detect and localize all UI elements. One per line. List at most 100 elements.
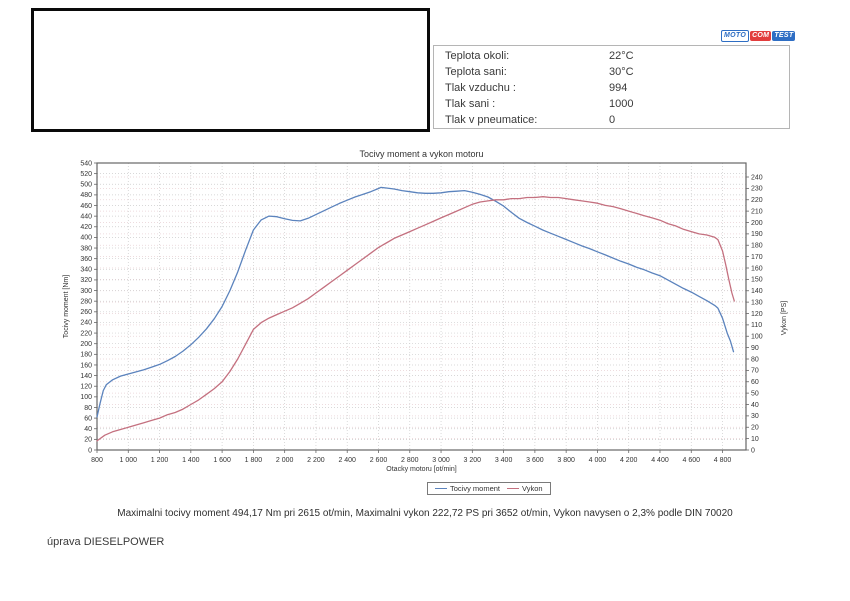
svg-text:90: 90 xyxy=(751,345,759,352)
svg-text:230: 230 xyxy=(751,186,763,193)
svg-text:320: 320 xyxy=(80,277,92,284)
svg-text:2 600: 2 600 xyxy=(370,457,388,464)
torque-line-swatch xyxy=(435,488,447,489)
svg-text:0: 0 xyxy=(88,447,92,454)
svg-text:1 000: 1 000 xyxy=(120,457,138,464)
power-line-swatch xyxy=(507,488,520,489)
svg-text:20: 20 xyxy=(751,425,759,432)
svg-text:3 200: 3 200 xyxy=(464,457,482,464)
curves xyxy=(96,186,735,442)
svg-text:520: 520 xyxy=(80,171,92,178)
svg-text:130: 130 xyxy=(751,299,763,306)
logo-moto-segment: MOTO xyxy=(721,30,750,42)
svg-text:4 600: 4 600 xyxy=(682,457,700,464)
svg-text:2 000: 2 000 xyxy=(276,457,294,464)
svg-text:540: 540 xyxy=(80,160,92,167)
svg-text:220: 220 xyxy=(80,330,92,337)
svg-text:800: 800 xyxy=(91,457,103,464)
svg-text:280: 280 xyxy=(80,298,92,305)
svg-text:150: 150 xyxy=(751,277,763,284)
svg-text:110: 110 xyxy=(751,322,762,329)
svg-text:4 400: 4 400 xyxy=(651,457,669,464)
power-curve xyxy=(96,196,735,442)
svg-text:300: 300 xyxy=(80,288,92,295)
table-row: Tlak sani : 1000 xyxy=(434,96,789,112)
svg-text:200: 200 xyxy=(751,220,763,227)
svg-text:2 200: 2 200 xyxy=(307,457,325,464)
svg-text:4 200: 4 200 xyxy=(620,457,638,464)
svg-text:80: 80 xyxy=(84,405,92,412)
table-row: Teplota sani: 30°C xyxy=(434,64,789,80)
tuner-signature: úprava DIESELPOWER xyxy=(47,536,165,548)
svg-text:400: 400 xyxy=(80,235,92,242)
results-caption: Maximalni tocivy moment 494,17 Nm pri 26… xyxy=(117,508,733,519)
y-right-axis-label: Vykon [PS] xyxy=(781,301,788,335)
row-label: Teplota okoli: xyxy=(445,50,510,62)
svg-text:3 600: 3 600 xyxy=(526,457,544,464)
row-value: 30°C xyxy=(609,66,634,78)
svg-text:220: 220 xyxy=(751,197,763,204)
svg-text:140: 140 xyxy=(80,373,92,380)
svg-text:100: 100 xyxy=(751,334,763,341)
plot-border xyxy=(96,162,747,451)
svg-text:240: 240 xyxy=(751,174,763,181)
row-label: Tlak sani : xyxy=(445,98,496,110)
axes: 0204060801001201401601802002202402602803… xyxy=(63,149,788,473)
logo-com-segment: COM xyxy=(750,31,772,41)
y-left-axis-label: Tocivy moment [Nm] xyxy=(63,275,70,338)
svg-text:10: 10 xyxy=(751,436,759,443)
svg-text:60: 60 xyxy=(84,415,92,422)
svg-text:180: 180 xyxy=(80,352,92,359)
svg-text:100: 100 xyxy=(80,394,92,401)
torque-curve xyxy=(96,186,735,418)
svg-text:500: 500 xyxy=(80,182,92,189)
svg-text:120: 120 xyxy=(751,311,763,318)
row-value: 22°C xyxy=(609,50,634,62)
svg-text:210: 210 xyxy=(751,208,763,215)
svg-text:380: 380 xyxy=(80,245,92,252)
svg-text:60: 60 xyxy=(751,379,759,386)
table-row: Tlak v pneumatice: 0 xyxy=(434,112,789,128)
svg-text:170: 170 xyxy=(751,254,763,261)
svg-text:260: 260 xyxy=(80,309,92,316)
svg-text:70: 70 xyxy=(751,368,759,375)
svg-text:200: 200 xyxy=(80,341,92,348)
row-value: 1000 xyxy=(609,98,634,110)
legend-label-power: Vykon xyxy=(522,484,543,493)
table-row: Tlak vzduchu : 994 xyxy=(434,80,789,96)
svg-text:190: 190 xyxy=(751,231,763,238)
svg-text:40: 40 xyxy=(751,402,759,409)
svg-text:1 800: 1 800 xyxy=(245,457,263,464)
motocom-test-logo: MOTO COM TEST xyxy=(721,30,796,42)
row-label: Teplota sani: xyxy=(445,66,507,78)
svg-text:4 000: 4 000 xyxy=(589,457,607,464)
svg-text:140: 140 xyxy=(751,288,763,295)
svg-text:20: 20 xyxy=(84,437,92,444)
svg-text:80: 80 xyxy=(751,356,759,363)
chart-title: Tocivy moment a vykon motoru xyxy=(359,149,483,159)
svg-text:50: 50 xyxy=(751,390,759,397)
svg-text:360: 360 xyxy=(80,256,92,263)
svg-text:0: 0 xyxy=(751,447,755,454)
row-label: Tlak vzduchu : xyxy=(445,82,516,94)
svg-text:480: 480 xyxy=(80,192,92,199)
svg-text:240: 240 xyxy=(80,320,92,327)
svg-text:30: 30 xyxy=(751,413,759,420)
svg-text:160: 160 xyxy=(751,265,763,272)
x-axis-label: Otacky motoru [ot/min] xyxy=(386,466,456,473)
row-label: Tlak v pneumatice: xyxy=(445,114,538,126)
svg-text:1 200: 1 200 xyxy=(151,457,169,464)
svg-text:420: 420 xyxy=(80,224,92,231)
svg-text:160: 160 xyxy=(80,362,92,369)
svg-text:120: 120 xyxy=(80,384,92,391)
table-row: Teplota okoli: 22°C xyxy=(434,48,789,64)
svg-text:180: 180 xyxy=(751,243,763,250)
svg-text:3 000: 3 000 xyxy=(432,457,450,464)
svg-text:4 800: 4 800 xyxy=(714,457,732,464)
legend-label-torque: Tocivy moment xyxy=(450,484,501,493)
test-conditions-table: Teplota okoli: 22°C Teplota sani: 30°C T… xyxy=(433,45,790,129)
logo-test-segment: TEST xyxy=(772,31,796,41)
row-value: 0 xyxy=(609,114,616,126)
legend-item-power: Vykon xyxy=(507,484,543,493)
